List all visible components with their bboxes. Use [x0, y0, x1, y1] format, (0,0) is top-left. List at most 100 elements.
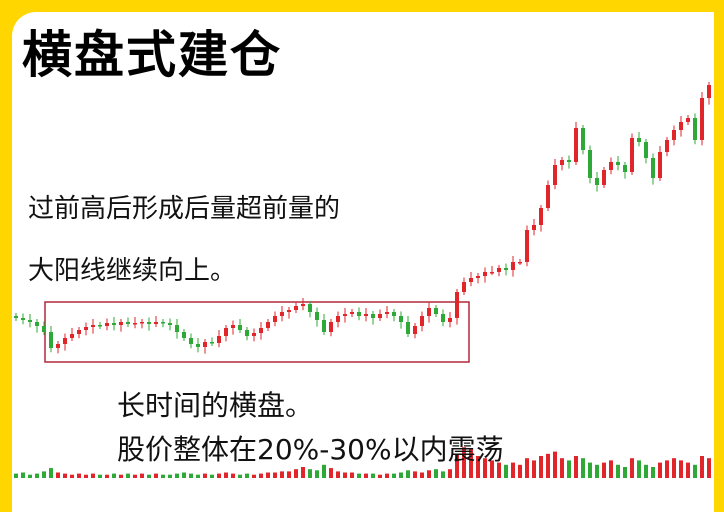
volume-bar: [350, 472, 354, 478]
volume-bar: [441, 471, 445, 478]
volume-bar: [336, 471, 340, 478]
volume-bar: [322, 464, 326, 478]
volume-bar: [147, 474, 151, 478]
volume-bar: [112, 473, 116, 478]
volume-bar: [294, 469, 298, 478]
candle-body: [546, 185, 550, 208]
volume-bar: [315, 470, 319, 478]
candle-body: [280, 312, 284, 316]
candle-body: [49, 332, 53, 348]
candle-body: [287, 310, 291, 312]
candle-body: [301, 304, 305, 306]
volume-bar: [231, 473, 235, 478]
volume-bar: [686, 462, 690, 478]
volume-bar: [252, 474, 256, 478]
candle-body: [182, 332, 186, 338]
candle-body: [210, 342, 214, 344]
volume-bar: [609, 460, 613, 478]
candle-body: [119, 322, 123, 325]
candle-body: [560, 160, 564, 165]
volume-bar: [84, 474, 88, 478]
candle-body: [616, 162, 620, 165]
candle-body: [133, 323, 137, 325]
candle-body: [105, 323, 109, 326]
volume-bar: [539, 456, 543, 478]
candle-body: [77, 330, 81, 334]
volume-bar: [273, 472, 277, 478]
volume-bar: [189, 473, 193, 478]
candle-body: [273, 316, 277, 322]
volume-bar: [140, 473, 144, 478]
volume-bar: [448, 469, 452, 478]
candle-body: [231, 325, 235, 328]
volume-bar: [462, 447, 466, 478]
volume-bar: [427, 470, 431, 478]
candle-body: [476, 276, 480, 278]
candle-body: [217, 336, 221, 343]
volume-bar: [280, 471, 284, 478]
candle-body: [259, 328, 263, 333]
candle-body: [329, 322, 333, 332]
candle-body: [434, 308, 438, 314]
candle-body: [539, 208, 543, 225]
volume-bar: [126, 473, 130, 478]
candle-body: [511, 262, 515, 270]
candle-body: [595, 178, 599, 185]
volume-bar: [392, 473, 396, 478]
candle-body: [189, 338, 193, 344]
candle-body: [693, 118, 697, 140]
candle-body: [665, 140, 669, 152]
volume-bar: [196, 474, 200, 478]
candle-body: [147, 322, 151, 324]
volume-bar: [371, 473, 375, 478]
volume-bar: [210, 474, 214, 478]
candle-body: [196, 344, 200, 347]
volume-bar: [42, 471, 46, 478]
volume-bar: [490, 460, 494, 478]
candle-body: [469, 278, 473, 282]
volume-bar: [574, 456, 578, 478]
candle-body: [413, 326, 417, 334]
volume-bar: [105, 474, 109, 478]
candle-body: [91, 325, 95, 327]
candle-body: [581, 128, 585, 150]
candle-body: [21, 318, 25, 320]
candle-body: [315, 312, 319, 320]
candle-body: [364, 314, 368, 316]
candle-body: [84, 327, 88, 330]
candle-body: [308, 304, 312, 312]
candle-body: [98, 325, 102, 327]
candle-body: [371, 314, 375, 318]
candle-body: [504, 268, 508, 270]
volume-bar: [133, 474, 137, 478]
candle-body: [224, 328, 228, 336]
volume-bar: [161, 474, 165, 478]
volume-bar: [504, 464, 508, 478]
candle-body: [294, 306, 298, 310]
candle-body: [658, 152, 662, 178]
volume-bar: [28, 474, 32, 478]
volume-bar: [413, 471, 417, 478]
candle-body: [392, 312, 396, 316]
volume-bar: [651, 467, 655, 478]
volume-bar: [399, 472, 403, 478]
volume-bar: [700, 456, 704, 478]
candle-body: [245, 330, 249, 336]
candle-body: [238, 325, 242, 330]
candle-body: [175, 325, 179, 332]
candlestick-chart: [14, 82, 711, 478]
volume-bar: [532, 460, 536, 478]
candle-body: [483, 272, 487, 276]
volume-bar: [455, 453, 459, 478]
candle-body: [406, 322, 410, 334]
candle-body: [420, 316, 424, 326]
volume-bar: [91, 473, 95, 478]
volume-bar: [707, 458, 711, 478]
volume-bar: [266, 472, 270, 478]
candle-body: [322, 320, 326, 332]
candle-body: [441, 314, 445, 322]
candle-body: [609, 162, 613, 170]
candle-body: [35, 322, 39, 326]
volume-bar: [434, 469, 438, 478]
candle-body: [525, 230, 529, 262]
